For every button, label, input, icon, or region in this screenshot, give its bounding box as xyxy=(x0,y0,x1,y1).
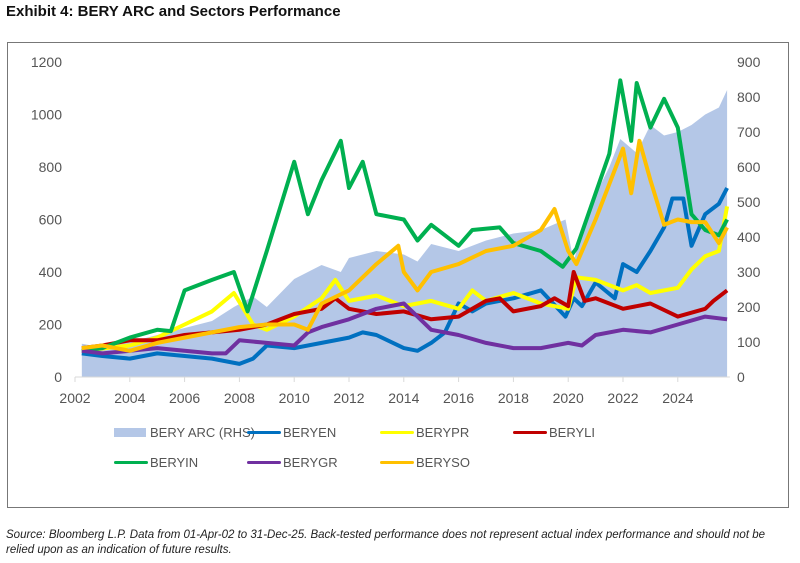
legend-swatch xyxy=(380,431,414,434)
legend-item-beryso: BERYSO xyxy=(380,455,470,470)
x-tick-label: 2018 xyxy=(498,390,529,406)
legend-swatch xyxy=(380,461,414,464)
x-tick-label: 2014 xyxy=(388,390,419,406)
y2-tick-label: 800 xyxy=(737,89,761,105)
exhibit-title: Exhibit 4: BERY ARC and Sectors Performa… xyxy=(6,3,341,20)
x-tick-label: 2012 xyxy=(333,390,364,406)
legend-swatch xyxy=(114,428,146,437)
series-line-beryen xyxy=(81,187,729,366)
legend-label: BERYIN xyxy=(150,455,199,470)
y2-tick-label: 100 xyxy=(737,334,761,350)
y2-tick-label: 900 xyxy=(737,54,761,70)
x-tick-label: 2010 xyxy=(279,390,310,406)
legend-label: BERYPR xyxy=(416,425,470,440)
legend-item-beryli: BERYLI xyxy=(513,425,595,440)
chart-frame xyxy=(7,42,789,508)
legend-item-berypr: BERYPR xyxy=(380,425,469,440)
legend-label: BERYEN xyxy=(283,425,337,440)
y-tick-label: 1000 xyxy=(31,107,62,123)
y2-tick-label: 0 xyxy=(737,369,745,385)
y2-tick-label: 200 xyxy=(737,299,761,315)
source-note: Source: Bloomberg L.P. Data from 01-Apr-… xyxy=(6,529,766,556)
x-tick-label: 2004 xyxy=(114,390,145,406)
line-layer xyxy=(81,78,730,366)
y2-tick-label: 400 xyxy=(737,229,761,245)
y2-tick-label: 600 xyxy=(737,159,761,175)
x-tick-label: 2008 xyxy=(224,390,255,406)
legend-item-beryen: BERYEN xyxy=(247,425,336,440)
legend-swatch xyxy=(114,461,148,464)
legend-item-beryin: BERYIN xyxy=(114,455,198,470)
x-tick-label: 2024 xyxy=(662,390,693,406)
x-tick-label: 2020 xyxy=(553,390,584,406)
series-line-beryin xyxy=(81,78,729,353)
x-tick-label: 2002 xyxy=(59,390,90,406)
legend-swatch xyxy=(513,431,547,434)
legend-swatch xyxy=(247,461,281,464)
legend-label: BERYGR xyxy=(283,455,338,470)
y2-tick-label: 300 xyxy=(737,264,761,280)
y-tick-label: 200 xyxy=(39,317,63,333)
y2-tick-label: 700 xyxy=(737,124,761,140)
series-line-berypr xyxy=(81,206,730,353)
legend-swatch xyxy=(247,431,281,434)
axes-layer: 2002 2004 2006 2008 2010 2012 2014 2016 2018 2020… xyxy=(31,54,761,406)
y2-tick-label: 500 xyxy=(737,194,761,210)
y-tick-label: 400 xyxy=(39,264,63,280)
legend-label: BERY ARC (RHS) xyxy=(150,425,255,440)
legend-label: BERYSO xyxy=(416,455,470,470)
series-line-beryso xyxy=(81,138,729,353)
y-tick-label: 800 xyxy=(39,159,63,175)
x-tick-label: 2006 xyxy=(169,390,200,406)
legend-item-berygr: BERYGR xyxy=(247,455,338,470)
legend-label: BERYLI xyxy=(549,425,596,440)
series-line-berygr xyxy=(81,301,728,356)
x-tick-label: 2016 xyxy=(443,390,474,406)
legend-item-bery-arc: BERY ARC (RHS) xyxy=(114,425,255,440)
y-tick-label: 0 xyxy=(54,369,62,385)
x-tick-label: 2022 xyxy=(607,390,638,406)
y-tick-label: 600 xyxy=(39,212,63,228)
y-tick-label: 1200 xyxy=(31,54,62,70)
